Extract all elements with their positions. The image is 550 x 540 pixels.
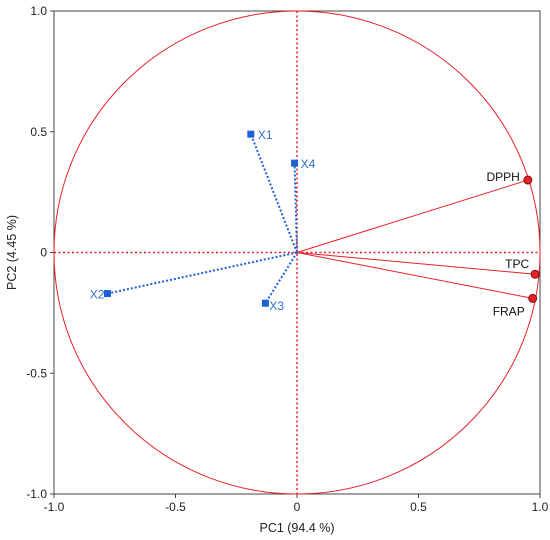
point-label-dpph: DPPH [487,170,520,184]
y-tick-label: -1.0 [26,487,47,501]
vector-x1 [249,133,298,253]
point-frap [528,293,538,303]
point-label-tpc: TPC [505,257,529,271]
y-tick-label: 1.0 [30,4,47,18]
vector-tpc [296,252,536,275]
y-axis-title: PC2 (4.45 %) [5,215,19,290]
vector-x4 [293,163,298,253]
point-x1 [247,130,255,138]
axes-layer: -1.0 -0.5 0 0.5 1.0 -1.0 -0.5 0 0.5 1.0 [26,4,548,514]
point-x4 [291,159,299,167]
y-tick-label: 0 [40,246,47,260]
marks-layer: X1 X2 X3 X4 DPPH TPC FRAP [90,128,540,318]
x-axis-title: PC1 (94.4 %) [259,521,334,535]
x-tick-label: 0 [294,500,301,514]
vector-x3 [264,251,298,304]
point-label-x3: X3 [269,299,284,313]
x-tick-label: -1.0 [44,500,65,514]
point-label-x1: X1 [258,128,273,142]
vector-frap [296,252,533,299]
point-label-frap: FRAP [493,304,525,318]
vector-dpph [296,179,528,253]
y-tick-label: -0.5 [26,366,47,380]
vector-x2 [107,251,298,295]
point-label-x4: X4 [301,157,316,171]
y-tick-label: 0.5 [30,125,47,139]
point-x3 [261,299,269,307]
point-x2 [103,290,111,298]
x-tick-label: 0.5 [410,500,427,514]
point-label-x2: X2 [90,288,105,302]
x-tick-label: -0.5 [165,500,186,514]
point-dpph [523,175,533,185]
x-tick-label: 1.0 [532,500,549,514]
point-tpc [530,269,540,279]
